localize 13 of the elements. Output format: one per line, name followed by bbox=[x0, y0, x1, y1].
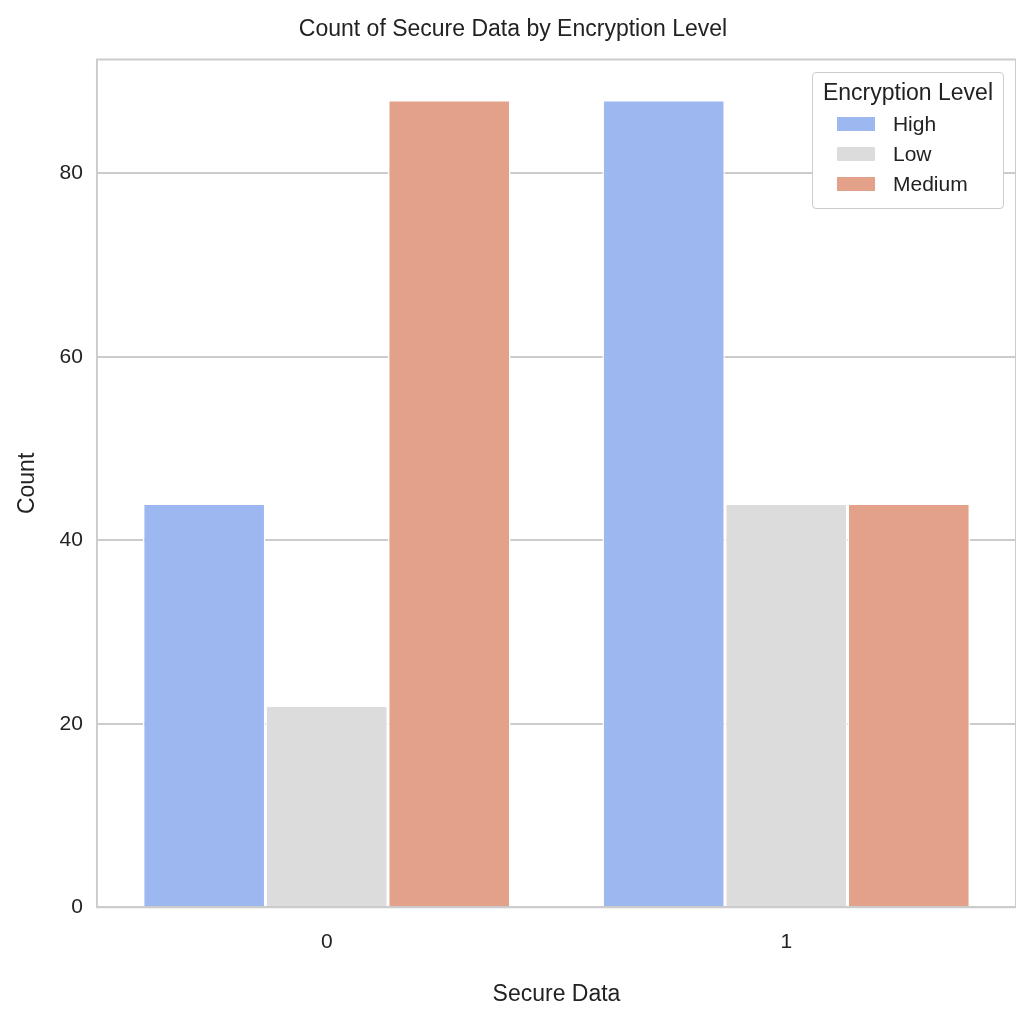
legend-label: High bbox=[892, 111, 937, 136]
legend-label: Medium bbox=[892, 171, 968, 196]
y-tick-label: 0 bbox=[71, 894, 83, 917]
legend-title: Encryption Level bbox=[822, 78, 993, 106]
y-tick-label: 40 bbox=[59, 527, 83, 551]
chart-title: Count of Secure Data by Encryption Level bbox=[298, 15, 728, 42]
legend-label: Low bbox=[892, 141, 932, 166]
y-axis-title: Count bbox=[13, 452, 40, 515]
y-tick-label: 60 bbox=[59, 343, 83, 367]
x-tick-label: 1 bbox=[780, 928, 793, 952]
y-tick-label: 20 bbox=[59, 710, 83, 734]
x-axis-title: Secure Data bbox=[492, 979, 621, 1006]
y-tick-label: 80 bbox=[59, 160, 83, 184]
